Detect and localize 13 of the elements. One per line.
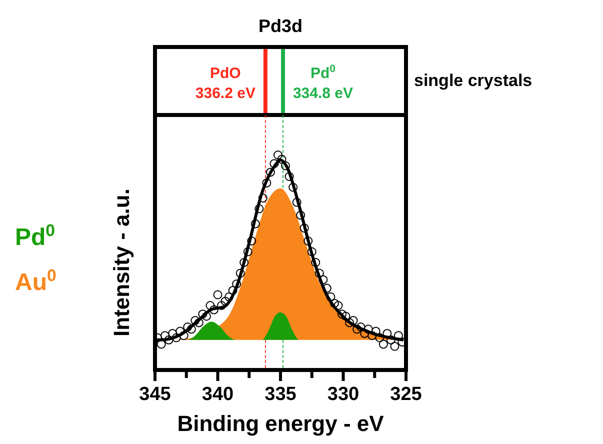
ref-line-label: PdO 336.2 eV: [195, 65, 256, 102]
x-tick-label: 340: [202, 384, 234, 405]
ref-line-label: Pd$^{0}$ 334.8 eV: [292, 63, 354, 102]
text: Au$^{0}$: [15, 266, 56, 296]
chart-title: Pd3d: [258, 16, 303, 36]
x-tick-label: 330: [327, 384, 360, 405]
x-axis-title: Binding energy - eV: [177, 411, 384, 436]
x-tick-label: 335: [264, 384, 297, 405]
y-axis-title: Intensity - a.u.: [109, 188, 134, 336]
text: Pd$^{0}$: [15, 220, 56, 251]
text: single crystals: [414, 71, 532, 90]
x-tick-label: 325: [390, 384, 422, 405]
x-tick-label: 345: [139, 384, 172, 405]
